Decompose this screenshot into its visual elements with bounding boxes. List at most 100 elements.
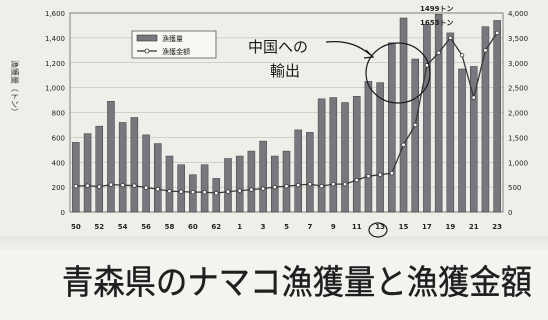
line-point bbox=[366, 173, 371, 179]
circled-13 bbox=[368, 222, 388, 238]
x-tick-label: 1 bbox=[237, 223, 242, 231]
bar-catch bbox=[399, 17, 408, 213]
line-point bbox=[97, 184, 102, 189]
bar-catch bbox=[341, 102, 349, 213]
x-tick-label: 56 bbox=[141, 223, 151, 231]
line-point bbox=[494, 30, 500, 36]
bar-catch bbox=[423, 23, 431, 213]
bar-catch bbox=[200, 164, 209, 213]
x-tick-label: 62 bbox=[211, 223, 221, 231]
right-tick-label: 4,000 bbox=[508, 10, 528, 18]
bar-series bbox=[72, 13, 501, 213]
line-point bbox=[389, 170, 395, 176]
bar-catch bbox=[247, 150, 256, 213]
right-tick-label: 2,500 bbox=[508, 85, 528, 93]
bar-catch bbox=[446, 32, 455, 213]
line-point bbox=[249, 187, 254, 192]
right-tick-label: 3,500 bbox=[508, 35, 528, 43]
bar-catch bbox=[118, 122, 127, 213]
line-point bbox=[436, 50, 441, 55]
note-circle bbox=[365, 42, 431, 104]
line-point bbox=[319, 183, 324, 189]
x-tick-label: 58 bbox=[165, 223, 175, 231]
bar-catch bbox=[130, 117, 139, 213]
left-axis-label: 漁獲量（トン） bbox=[10, 60, 20, 116]
legend: 漁獲量 漁獲金額 bbox=[131, 30, 217, 59]
x-tick-label: 23 bbox=[492, 223, 502, 231]
line-point bbox=[483, 48, 488, 53]
line-point bbox=[120, 182, 125, 188]
line-point bbox=[202, 189, 207, 195]
annotation-1653: 1653トン bbox=[420, 19, 453, 27]
line-point bbox=[225, 189, 231, 194]
bar-catch bbox=[388, 42, 396, 213]
left-tick-label: 1,000 bbox=[45, 85, 65, 93]
bar-catch bbox=[177, 164, 185, 213]
left-tick-label: 400 bbox=[52, 159, 65, 167]
line-point bbox=[413, 122, 418, 128]
bar-catch bbox=[469, 66, 478, 213]
bar-catch bbox=[493, 20, 501, 213]
line-point bbox=[307, 181, 313, 187]
line-point bbox=[448, 35, 453, 41]
x-tick-label: 3 bbox=[261, 223, 266, 231]
bar-catch bbox=[294, 129, 302, 213]
annotation-1499: 1499トン bbox=[420, 5, 453, 13]
left-tick-label: 1,400 bbox=[45, 35, 65, 43]
line-point bbox=[459, 53, 465, 58]
right-axis-ticks: 0 500 1,000 1,500 2,000 2,500 3,000 3,500 4,000 bbox=[508, 10, 528, 217]
x-tick-label: 19 bbox=[445, 223, 455, 231]
legend-bar-label: 漁獲量 bbox=[162, 34, 183, 43]
right-tick-label: 1,500 bbox=[508, 134, 528, 142]
bar-catch bbox=[235, 155, 244, 213]
right-tick-label: 3,000 bbox=[508, 60, 528, 68]
bar-catch bbox=[282, 150, 291, 213]
bar-catch bbox=[165, 155, 174, 213]
left-axis-ticks: 0 200 400 600 800 1,000 1,200 1,400 1,600 bbox=[45, 10, 65, 217]
left-tick-label: 1,600 bbox=[45, 10, 65, 18]
bar-catch bbox=[72, 142, 80, 213]
left-tick-label: 0 bbox=[61, 209, 65, 217]
x-tick-label: 13 bbox=[375, 223, 385, 231]
x-tick-label: 11 bbox=[352, 223, 362, 231]
note-arrow bbox=[325, 40, 373, 57]
bar-catch bbox=[364, 81, 373, 213]
bar-catch bbox=[259, 140, 267, 213]
line-point bbox=[108, 182, 114, 187]
left-tick-label: 200 bbox=[52, 184, 65, 192]
line-point bbox=[471, 95, 476, 100]
right-tick-label: 0 bbox=[508, 209, 512, 217]
line-point bbox=[354, 177, 359, 183]
right-tick-label: 2,000 bbox=[508, 110, 528, 118]
line-point bbox=[132, 183, 137, 188]
handwritten-caption: 青森県のナマコ漁獲量と漁獲金額 bbox=[60, 250, 540, 314]
bar-catch bbox=[95, 125, 104, 213]
bar-catch bbox=[142, 134, 150, 213]
svg-text:青森県のナマコ漁獲量と漁獲金額: 青森県のナマコ漁獲量と漁獲金額 bbox=[62, 263, 532, 303]
bar-catch bbox=[83, 133, 92, 213]
bar-catch bbox=[154, 143, 162, 213]
x-tick-label: 15 bbox=[399, 223, 409, 231]
handwritten-note-line2: 輸出 bbox=[270, 62, 300, 80]
bar-catch bbox=[329, 97, 338, 213]
line-point bbox=[85, 183, 90, 188]
line-point bbox=[190, 189, 196, 195]
line-point bbox=[155, 186, 160, 192]
bar-catch bbox=[271, 155, 279, 213]
right-tick-label: 1,000 bbox=[508, 159, 528, 167]
bar-catch bbox=[481, 26, 490, 213]
line-point bbox=[167, 188, 172, 194]
bar-catch bbox=[434, 13, 443, 213]
line-point bbox=[401, 142, 406, 148]
line-series bbox=[73, 30, 500, 196]
left-tick-label: 1,200 bbox=[45, 60, 65, 68]
bar-catch bbox=[352, 96, 361, 213]
line-point bbox=[296, 182, 301, 188]
legend-bar-swatch bbox=[136, 34, 158, 42]
left-tick-label: 800 bbox=[52, 110, 65, 118]
line-point bbox=[237, 188, 242, 193]
paper-fold bbox=[0, 236, 548, 254]
bar-catch bbox=[224, 158, 232, 213]
line-point bbox=[272, 184, 277, 190]
left-tick-label: 600 bbox=[52, 134, 65, 142]
